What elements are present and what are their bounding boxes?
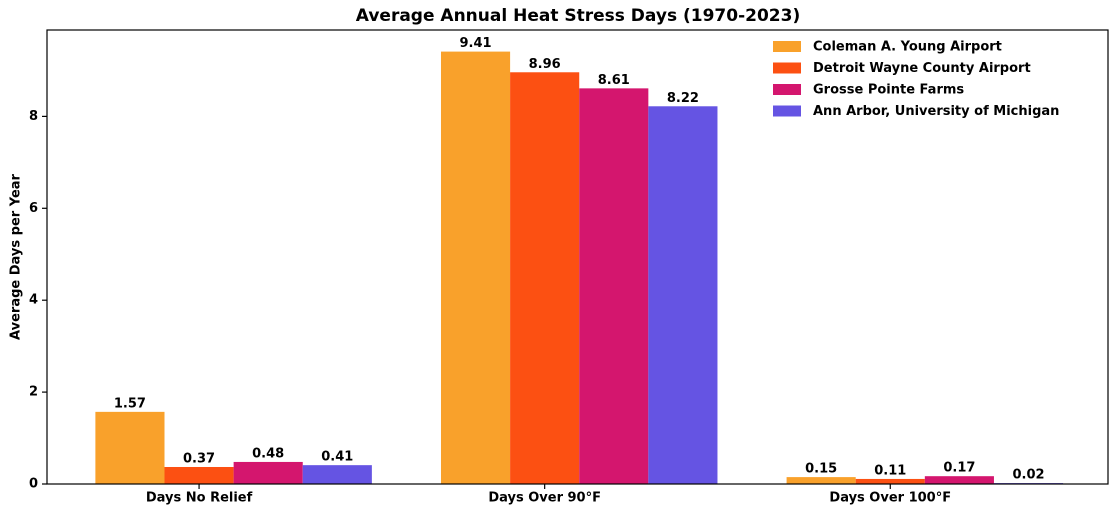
bar (440, 51, 511, 484)
bar (855, 478, 925, 484)
y-tick-label: 6 (29, 201, 38, 216)
bar (233, 461, 303, 484)
data-label: 8.61 (598, 73, 630, 88)
data-label: 8.22 (667, 91, 699, 106)
legend-label: Ann Arbor, University of Michigan (813, 104, 1059, 119)
y-tick-label: 0 (29, 477, 38, 492)
bar (510, 72, 580, 485)
data-label: 0.15 (805, 462, 837, 477)
data-label: 0.37 (183, 451, 215, 466)
bar (648, 106, 718, 484)
data-label: 0.17 (943, 461, 975, 476)
data-label: 8.96 (529, 57, 561, 72)
x-tick-label: Days Over 90°F (488, 491, 601, 506)
bar (786, 477, 856, 484)
bar (95, 411, 165, 484)
bar (924, 476, 994, 484)
y-axis-label: Average Days per Year (9, 173, 24, 339)
bar (164, 466, 234, 484)
bar (302, 465, 372, 484)
legend-label: Detroit Wayne County Airport (813, 61, 1031, 76)
legend-swatch (773, 41, 801, 52)
bar (579, 88, 649, 484)
chart-title: Average Annual Heat Stress Days (1970-20… (356, 6, 800, 26)
x-tick-label: Days Over 100°F (829, 491, 951, 506)
data-label: 9.41 (460, 36, 492, 51)
plot-frame (46, 29, 1109, 485)
x-tick-label: Days No Relief (146, 491, 253, 506)
data-label: 0.48 (252, 446, 284, 461)
legend-label: Grosse Pointe Farms (813, 83, 964, 98)
data-label: 0.11 (874, 463, 906, 478)
legend-swatch (773, 62, 801, 74)
legend-label: Coleman A. Young Airport (813, 40, 1002, 55)
y-tick-label: 8 (29, 109, 38, 124)
data-label: 1.57 (114, 396, 146, 411)
legend-swatch (773, 105, 801, 117)
y-tick-label: 2 (29, 385, 38, 400)
y-tick-label: 4 (29, 293, 38, 308)
data-label: 0.41 (321, 450, 353, 465)
data-label: 0.02 (1012, 468, 1044, 483)
legend-swatch (773, 84, 801, 95)
